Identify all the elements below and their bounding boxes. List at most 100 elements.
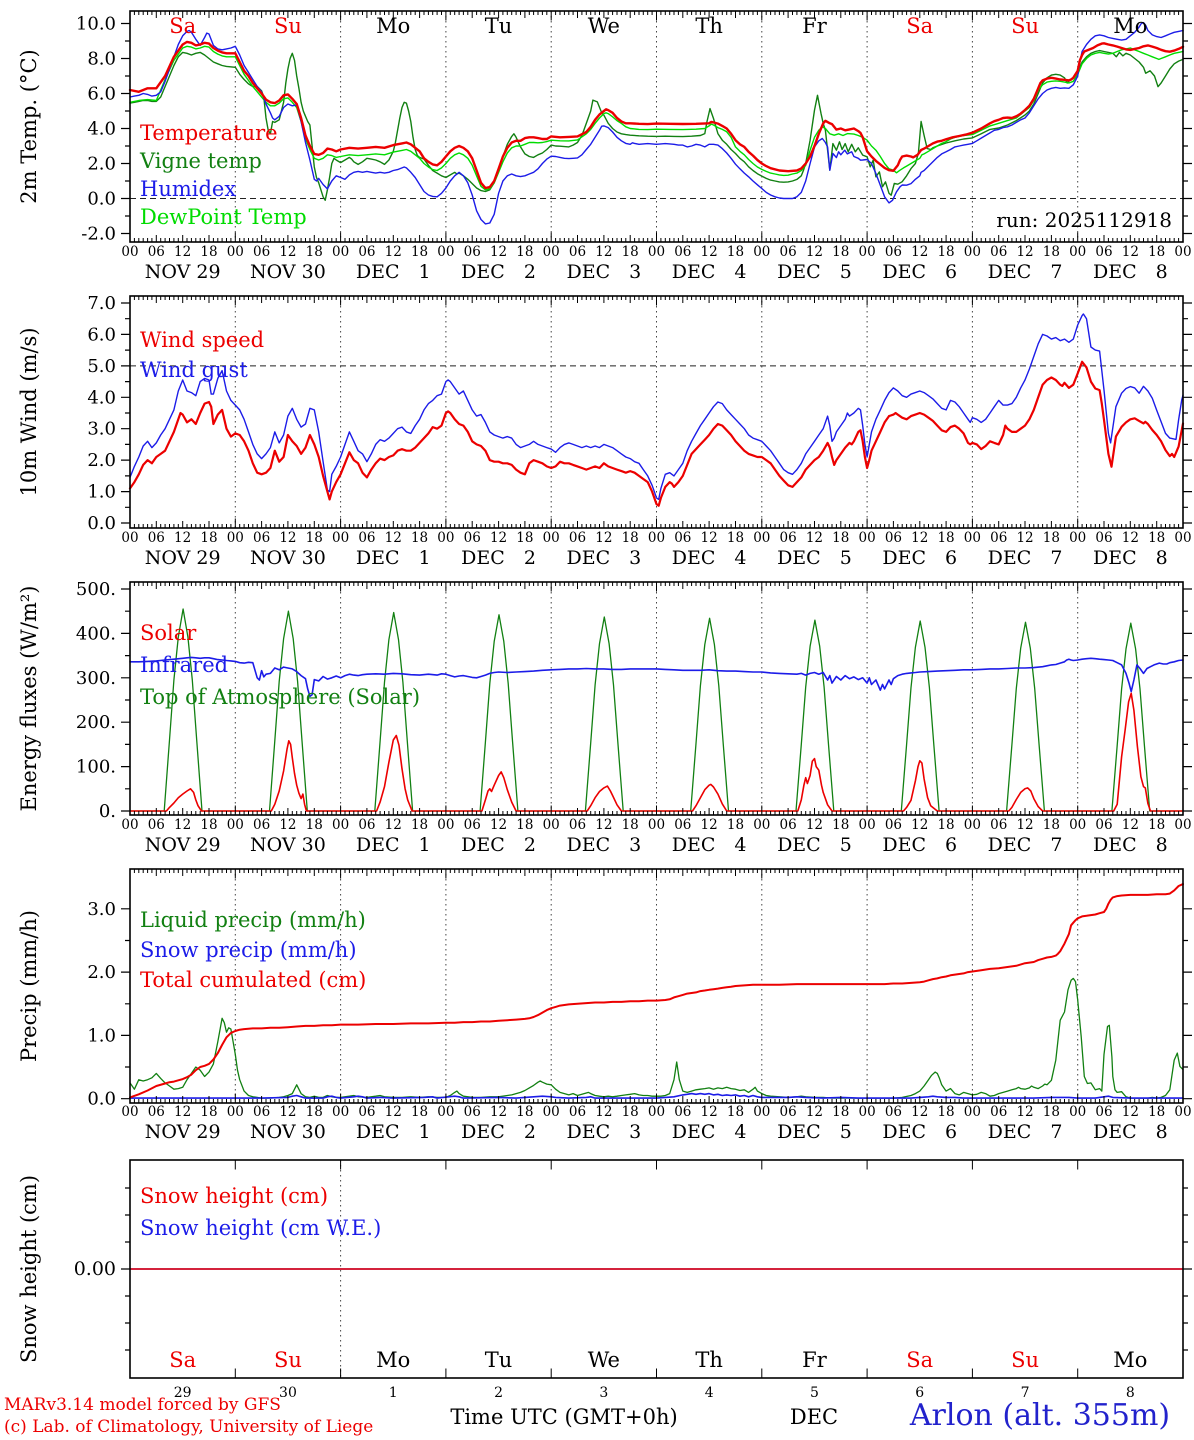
hour-label: 18 [937,244,954,260]
hour-label: 00 [543,530,560,546]
hour-label: 18 [1043,817,1060,833]
day-number: 4 [705,1385,714,1401]
legend-snow-height-cm-w-e-: Snow height (cm W.E.) [140,1216,381,1240]
ytick-label: 0. [99,801,116,822]
hour-label: 06 [780,530,797,546]
hour-label: 12 [595,1104,612,1120]
hour-label: 12 [806,530,823,546]
ytick-label: 100. [76,757,116,778]
hour-label: 12 [1016,244,1033,260]
hour-label: 18 [411,1104,428,1120]
hour-label: 12 [595,817,612,833]
hour-ticks [129,11,1184,242]
hour-label: 06 [780,817,797,833]
weekday-label: Tu [485,14,513,38]
hour-label: 00 [121,1104,138,1120]
day-label: DEC 8 [1093,261,1168,283]
hour-label: 00 [1069,817,1086,833]
hour-label: 12 [490,244,507,260]
hour-label: 06 [674,817,691,833]
hour-label: 06 [148,530,165,546]
day-label: DEC 4 [672,1121,747,1143]
ytick-label: -2.0 [81,224,116,245]
hour-label: 00 [753,244,770,260]
hour-label: 06 [990,530,1007,546]
hour-label: 12 [806,1104,823,1120]
hour-label: 00 [1174,817,1191,833]
day-number: 2 [494,1385,503,1401]
hour-label: 06 [1095,244,1112,260]
ytick-label: 6.0 [87,84,116,105]
hour-label: 12 [911,817,928,833]
hour-label: 00 [227,244,244,260]
ytick-label: 400. [76,623,116,644]
weekday-label: Su [1011,14,1039,38]
hour-label: 12 [911,244,928,260]
ytick-label: 1.0 [87,1025,116,1046]
hour-label: 12 [174,817,191,833]
hour-label: 12 [174,530,191,546]
day-label: DEC 1 [356,1121,431,1143]
hour-label: 12 [490,530,507,546]
hour-label: 06 [253,1104,270,1120]
hour-label: 00 [648,1104,665,1120]
hour-label: 12 [1122,244,1139,260]
day-label: DEC 3 [566,261,641,283]
hour-label: 00 [227,1104,244,1120]
weekday-label: Sa [906,1348,933,1372]
hour-label: 06 [780,244,797,260]
day-number: 6 [915,1385,924,1401]
y-axis-title: Snow height (cm) [17,1175,41,1363]
day-label: NOV 29 [145,834,221,856]
ytick-label: 0.0 [87,1089,116,1110]
hour-label: 18 [727,1104,744,1120]
hour-ticks [129,582,1184,815]
day-label: DEC 1 [356,547,431,569]
hour-label: 06 [464,530,481,546]
hour-label: 00 [121,244,138,260]
hour-label: 18 [832,817,849,833]
y-axis-title: Energy fluxes (W/m²) [17,586,41,812]
day-label: DEC 5 [777,834,852,856]
hour-label: 12 [279,817,296,833]
hour-label: 06 [885,530,902,546]
hour-label: 12 [385,1104,402,1120]
ytick-label: 0.0 [87,189,116,210]
day-label: DEC 1 [356,834,431,856]
series-wind-speed [128,360,1185,507]
hour-label: 06 [358,244,375,260]
hour-label: 06 [674,1104,691,1120]
day-label: DEC 8 [1093,547,1168,569]
hour-label: 18 [832,530,849,546]
hour-label: 06 [990,817,1007,833]
day-number: 8 [1126,1385,1135,1401]
hour-label: 06 [1095,530,1112,546]
hour-label: 00 [332,244,349,260]
hour-label: 00 [437,817,454,833]
series-liquid-precip [129,977,1184,1099]
ytick-label: 6.0 [87,324,116,345]
day-label: DEC 5 [777,1121,852,1143]
day-label: DEC 2 [461,547,536,569]
hour-label: 12 [490,817,507,833]
hour-label: 00 [859,530,876,546]
hour-label: 18 [622,244,639,260]
legend-solar: Solar [140,621,197,645]
hour-label: 12 [490,1104,507,1120]
hour-label: 00 [1174,244,1191,260]
day-label: DEC 2 [461,261,536,283]
day-label: DEC 7 [988,261,1063,283]
day-number: 29 [174,1385,192,1401]
ytick-label: 4.0 [87,387,116,408]
weekday-label: Mo [1113,14,1147,38]
day-label: DEC 6 [882,834,957,856]
hour-label: 12 [806,244,823,260]
hour-label: 18 [1148,817,1165,833]
day-gridlines [234,11,1079,242]
day-label: DEC 6 [882,261,957,283]
hour-label: 18 [200,530,217,546]
hour-label: 12 [1016,1104,1033,1120]
hour-label: 00 [859,244,876,260]
y-axis-title: 2m Temp. (°C) [17,49,41,203]
